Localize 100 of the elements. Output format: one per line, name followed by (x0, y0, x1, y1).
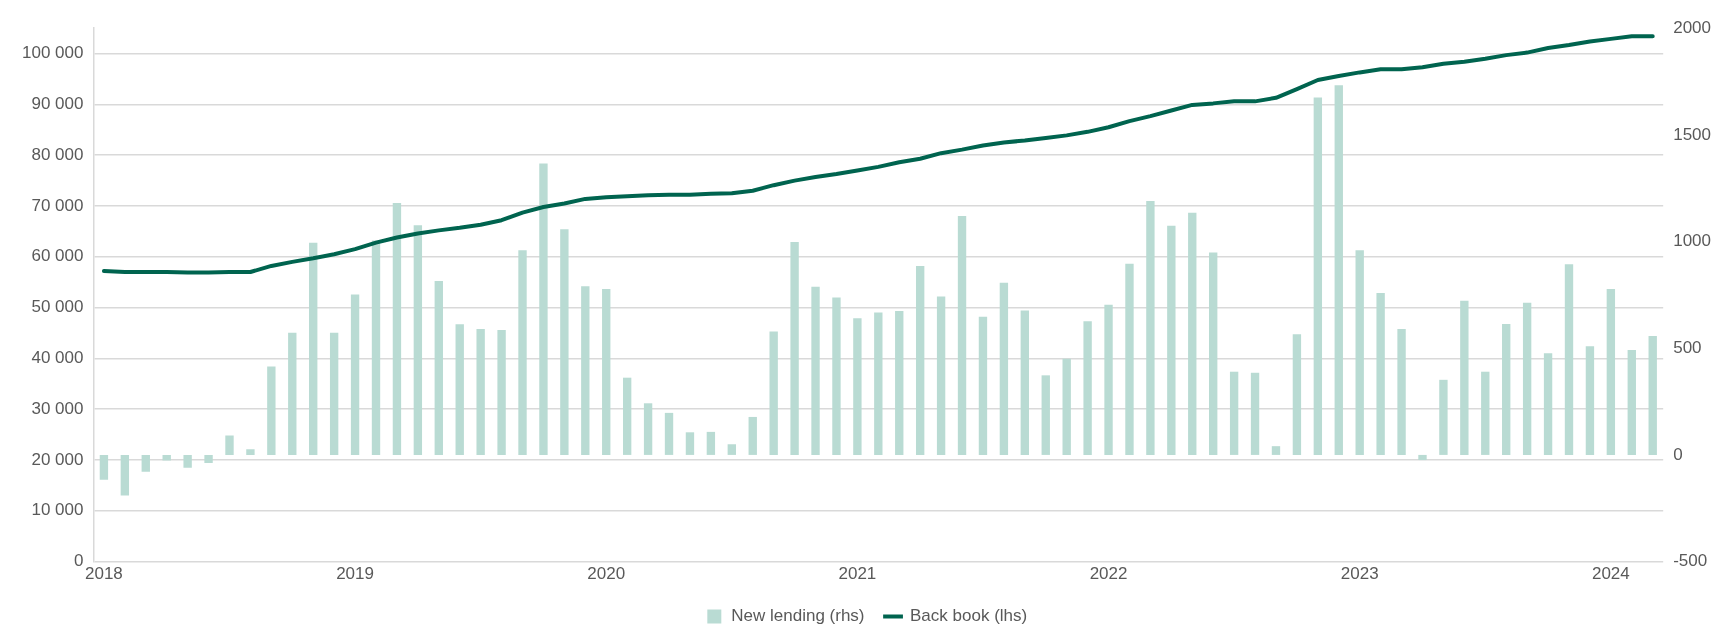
bar (1020, 310, 1030, 455)
bar (1125, 263, 1134, 455)
bar (225, 435, 234, 455)
bar (518, 250, 527, 455)
x-tick-label: 2021 (838, 564, 877, 584)
bar (1041, 375, 1050, 455)
bar (1104, 304, 1113, 455)
bar (560, 229, 569, 455)
bar (1292, 334, 1302, 455)
bar (246, 449, 255, 455)
y2-tick-label: 0 (1673, 444, 1683, 464)
y-tick-label: 20 000 (31, 449, 84, 469)
bar (476, 329, 485, 455)
bar (1564, 264, 1574, 455)
y-tick-label: 60 000 (31, 246, 84, 266)
bar (664, 412, 674, 455)
bar (1481, 371, 1490, 455)
bar (1167, 225, 1176, 455)
bar (120, 454, 130, 496)
bar (1522, 302, 1532, 455)
y-tick-label: 80 000 (31, 144, 84, 164)
bar (1271, 446, 1281, 455)
bar (811, 286, 820, 455)
bar (183, 454, 192, 468)
bar (99, 454, 109, 480)
bar (769, 331, 778, 455)
bar (790, 241, 799, 455)
bar (497, 330, 506, 455)
y2-tick-label: 1500 (1673, 124, 1712, 144)
y-tick-label: 70 000 (31, 195, 84, 215)
y-tick-label: 50 000 (31, 297, 84, 317)
bar (874, 312, 883, 455)
y-tick-label: 0 (73, 551, 84, 571)
bar (1418, 454, 1427, 461)
bar (1648, 336, 1657, 455)
bar (895, 311, 904, 455)
bar (1606, 288, 1616, 455)
bar (936, 296, 946, 455)
y-tick-label: 40 000 (31, 348, 84, 368)
bar (1188, 212, 1197, 455)
bar (1062, 358, 1071, 455)
bar (371, 240, 381, 455)
bar (1543, 353, 1553, 455)
bar (727, 444, 736, 455)
x-tick-label: 2022 (1089, 564, 1128, 584)
bar (309, 242, 318, 455)
bar (853, 318, 862, 455)
bar (999, 282, 1009, 455)
bar (1460, 300, 1469, 455)
bar (413, 225, 423, 455)
bar (1146, 201, 1155, 455)
bar (1209, 252, 1218, 455)
y2-tick-label: 500 (1673, 337, 1702, 357)
bar (1397, 329, 1406, 455)
y-tick-label: 30 000 (31, 398, 84, 418)
bar (978, 316, 988, 455)
bar (1439, 379, 1448, 455)
x-tick-label: 2023 (1340, 564, 1379, 584)
bar (392, 202, 402, 455)
bar (1585, 346, 1595, 455)
bar (267, 366, 276, 455)
bar (329, 332, 339, 455)
bar (748, 416, 757, 455)
bar (350, 294, 360, 455)
bar (832, 297, 841, 455)
bar (1334, 85, 1343, 455)
bar (539, 163, 548, 455)
bar (1083, 321, 1092, 455)
bar (1313, 97, 1323, 455)
bar (1229, 371, 1239, 455)
bar (288, 332, 297, 455)
bar (1627, 349, 1636, 455)
y-tick-label: 100 000 (22, 43, 84, 63)
legend-label: New lending (rhs) (731, 606, 865, 626)
bar (204, 454, 213, 464)
bar (957, 215, 967, 455)
bar (581, 286, 590, 455)
x-tick-label: 2018 (85, 564, 123, 584)
bar (455, 324, 464, 455)
legend-label: Back book (lhs) (910, 606, 1028, 626)
y-tick-label: 10 000 (31, 500, 84, 520)
bar (434, 281, 443, 455)
bar (643, 403, 653, 455)
bar (1502, 323, 1511, 455)
bar (602, 288, 611, 455)
bar (141, 454, 150, 472)
x-tick-label: 2024 (1591, 564, 1630, 584)
y2-tick-label: 2000 (1673, 17, 1712, 37)
x-tick-label: 2019 (336, 564, 374, 584)
bar (1250, 372, 1260, 455)
bar (915, 266, 925, 455)
bar (685, 432, 695, 455)
bar (706, 431, 716, 455)
x-tick-label: 2020 (587, 564, 626, 584)
y2-tick-label: 1000 (1673, 231, 1712, 251)
bar (622, 377, 632, 455)
y2-tick-label: -500 (1673, 551, 1708, 571)
y-tick-label: 90 000 (31, 94, 84, 114)
bar (1376, 292, 1385, 455)
bar (1355, 250, 1364, 455)
